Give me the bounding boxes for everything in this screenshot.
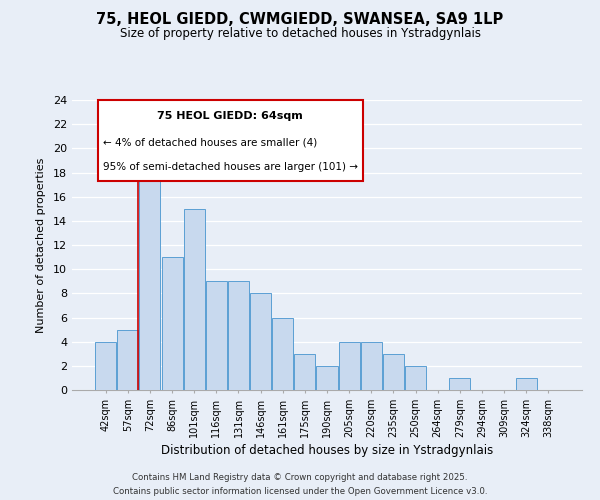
Bar — [184, 209, 205, 390]
Bar — [405, 366, 426, 390]
Bar — [338, 342, 359, 390]
Text: Size of property relative to detached houses in Ystradgynlais: Size of property relative to detached ho… — [119, 28, 481, 40]
FancyBboxPatch shape — [97, 100, 363, 181]
Bar — [295, 354, 316, 390]
Bar — [118, 330, 139, 390]
Text: ← 4% of detached houses are smaller (4): ← 4% of detached houses are smaller (4) — [103, 137, 317, 147]
Text: Contains HM Land Registry data © Crown copyright and database right 2025.: Contains HM Land Registry data © Crown c… — [132, 473, 468, 482]
Bar — [449, 378, 470, 390]
Bar — [161, 257, 182, 390]
Bar — [206, 281, 227, 390]
Bar — [95, 342, 116, 390]
Bar — [383, 354, 404, 390]
X-axis label: Distribution of detached houses by size in Ystradgynlais: Distribution of detached houses by size … — [161, 444, 493, 457]
Bar — [361, 342, 382, 390]
Y-axis label: Number of detached properties: Number of detached properties — [36, 158, 46, 332]
Bar — [515, 378, 536, 390]
Bar — [272, 318, 293, 390]
Bar — [139, 160, 160, 390]
Text: 95% of semi-detached houses are larger (101) →: 95% of semi-detached houses are larger (… — [103, 162, 358, 172]
Text: Contains public sector information licensed under the Open Government Licence v3: Contains public sector information licen… — [113, 486, 487, 496]
Text: 75 HEOL GIEDD: 64sqm: 75 HEOL GIEDD: 64sqm — [157, 111, 303, 121]
Bar — [316, 366, 338, 390]
Text: 75, HEOL GIEDD, CWMGIEDD, SWANSEA, SA9 1LP: 75, HEOL GIEDD, CWMGIEDD, SWANSEA, SA9 1… — [97, 12, 503, 28]
Bar — [228, 281, 249, 390]
Bar — [250, 294, 271, 390]
